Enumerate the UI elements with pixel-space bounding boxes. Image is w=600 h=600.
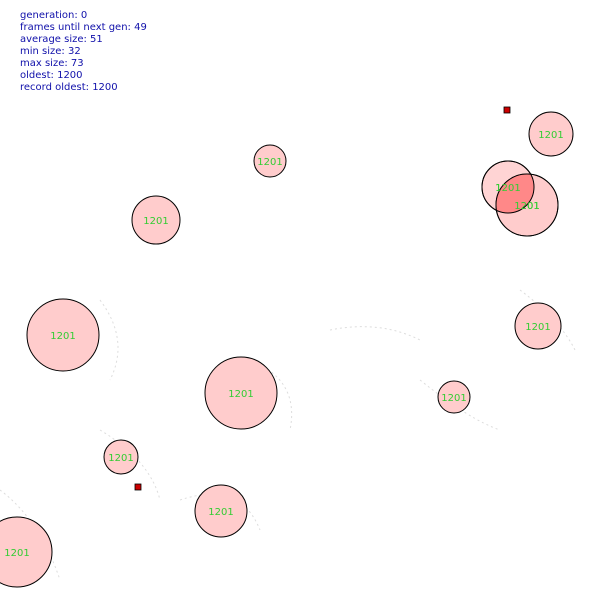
- creature[interactable]: 1201: [528, 111, 574, 157]
- creature[interactable]: 1201: [131, 195, 181, 245]
- creature-outline: [495, 173, 559, 237]
- creature[interactable]: 1201: [253, 144, 287, 178]
- min-size-readout: min size: 32: [20, 46, 81, 57]
- creature[interactable]: 1201: [194, 484, 248, 538]
- creature-body[interactable]: [103, 439, 139, 475]
- record-oldest-readout: record oldest: 1200: [20, 82, 118, 93]
- creature-body[interactable]: [204, 356, 278, 430]
- creature-body[interactable]: [514, 302, 562, 350]
- creature-body[interactable]: [253, 144, 287, 178]
- stats-overlay: generation: 0 frames until next gen: 49 …: [20, 10, 147, 94]
- creature-age-label: 1201: [538, 130, 563, 141]
- creature[interactable]: 1201: [0, 516, 53, 588]
- creature-age-label: 1201: [257, 157, 282, 168]
- creature-age-label: 1201: [495, 183, 520, 194]
- creature-age-label: 1201: [228, 389, 253, 400]
- max-size-readout: max size: 73: [20, 58, 84, 69]
- creature[interactable]: 1201: [437, 380, 471, 414]
- trail-mark: [329, 326, 421, 341]
- creature-body[interactable]: [528, 111, 574, 157]
- creature-age-label: 1201: [514, 201, 539, 212]
- creature-age-label: 1201: [441, 393, 466, 404]
- trail-mark: [99, 429, 161, 501]
- food-layer: [134, 106, 511, 491]
- creature-body[interactable]: [0, 516, 53, 588]
- creature-body[interactable]: [437, 380, 471, 414]
- creature-age-label: 1201: [208, 507, 233, 518]
- creature-age-label: 1201: [514, 201, 539, 212]
- creature[interactable]: 1201: [26, 298, 100, 372]
- oldest-readout: oldest: 1200: [20, 70, 83, 81]
- creature[interactable]: 1201: [204, 356, 278, 430]
- creature-age-label: 1201: [4, 548, 29, 559]
- creature-body[interactable]: [26, 298, 100, 372]
- creature[interactable]: 1201: [514, 302, 562, 350]
- creature-age-label: 1201: [525, 322, 550, 333]
- frames-until-next-gen-readout: frames until next gen: 49: [20, 22, 147, 33]
- trail-mark: [99, 299, 119, 381]
- creature-age-label: 1201: [143, 216, 168, 227]
- creature-age-label: 1201: [108, 453, 133, 464]
- creatures-layer: 1201 1201 1201 1201 1201 1201 1201 1201 1201 1201…: [0, 111, 574, 588]
- creature[interactable]: 1201: [103, 439, 139, 475]
- creature-outline: [481, 160, 535, 214]
- trail-mark: [419, 379, 501, 431]
- generation-readout: generation: 0: [20, 10, 88, 21]
- average-size-readout: average size: 51: [20, 34, 103, 45]
- creature-body[interactable]: [131, 195, 181, 245]
- food-pellet[interactable]: [503, 106, 511, 114]
- food-pellet[interactable]: [134, 483, 142, 491]
- creature-body[interactable]: [194, 484, 248, 538]
- creature-age-label: 1201: [50, 331, 75, 342]
